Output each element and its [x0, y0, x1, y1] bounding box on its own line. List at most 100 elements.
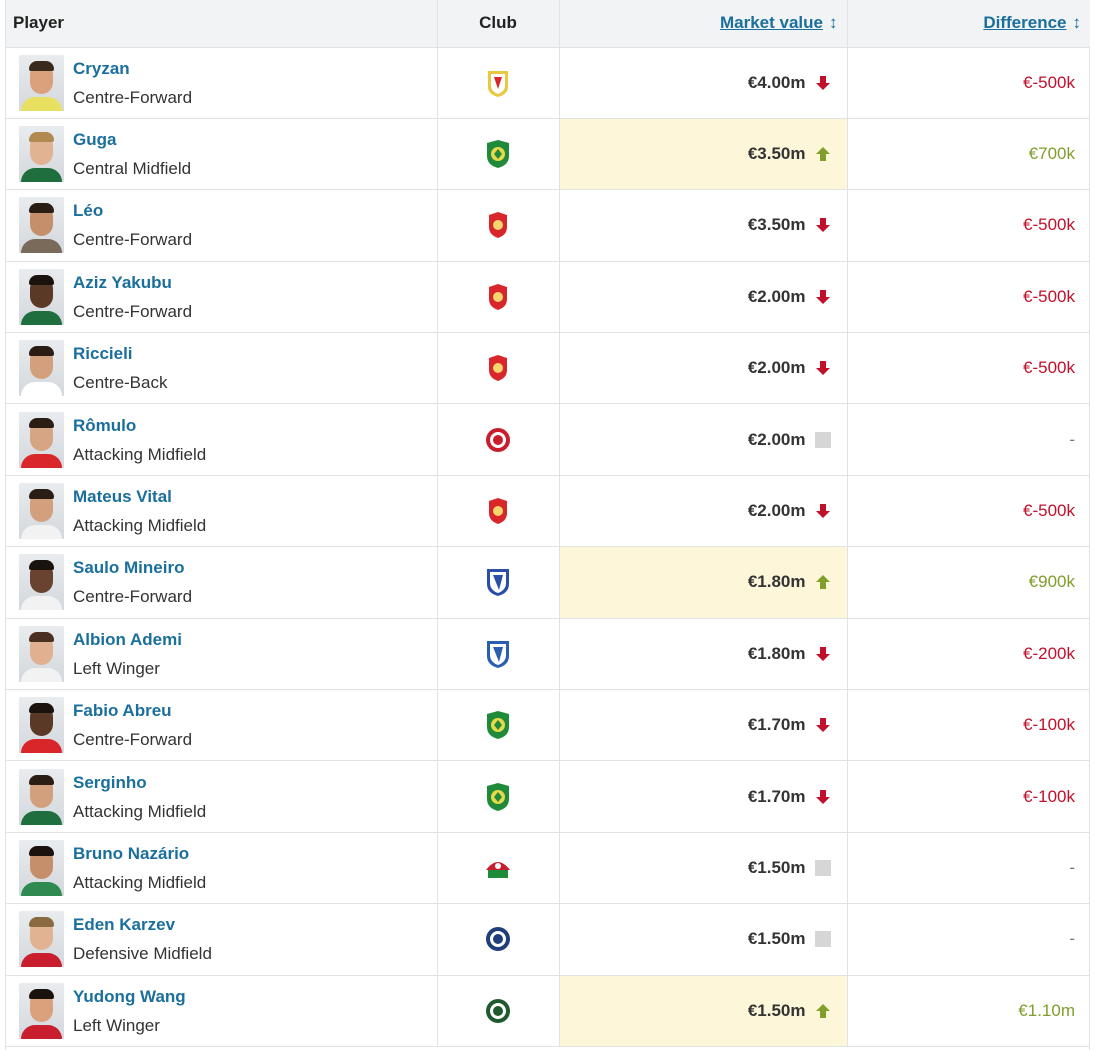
club-header-label: Club: [479, 13, 517, 33]
player-photo[interactable]: [19, 268, 64, 325]
player-photo[interactable]: [19, 126, 64, 183]
player-photo[interactable]: [19, 554, 64, 611]
difference-cell: €900k: [847, 546, 1090, 619]
market-value-cell: €2.00m: [559, 261, 848, 334]
market-value: €1.70m: [747, 715, 806, 735]
guoan-crest-icon[interactable]: [484, 709, 512, 741]
player-name-link[interactable]: Eden Karzev: [73, 915, 176, 935]
player-cell: Mateus Vital Attacking Midfield: [6, 475, 438, 548]
player-name-link[interactable]: Saulo Mineiro: [73, 558, 185, 578]
difference-cell: €-500k: [847, 47, 1090, 119]
port-crest-icon[interactable]: [484, 209, 512, 241]
player-name-link[interactable]: Fabio Abreu: [73, 701, 172, 721]
market-value-cell: €2.00m: [559, 332, 848, 405]
player-position: Central Midfield: [73, 159, 192, 179]
market-value-cell: €1.50m: [559, 832, 848, 905]
player-name-link[interactable]: Mateus Vital: [73, 487, 172, 507]
difference-sort-link[interactable]: Difference: [983, 13, 1067, 33]
player-position: Centre-Forward: [73, 587, 193, 607]
difference-value: €-500k: [1023, 358, 1075, 378]
difference-value: €700k: [1028, 144, 1075, 164]
dalian-crest-icon[interactable]: [484, 923, 512, 955]
player-cell: Léo Centre-Forward: [6, 189, 438, 262]
chengdu-crest-icon[interactable]: [484, 424, 512, 456]
player-position: Centre-Forward: [73, 87, 193, 107]
sort-arrows-icon[interactable]: ↕: [1072, 13, 1082, 33]
player-photo[interactable]: [19, 768, 64, 825]
difference-value: €900k: [1028, 572, 1075, 592]
market-value-cell: €2.00m: [559, 403, 848, 476]
player-photo[interactable]: [19, 625, 64, 682]
market-value: €1.80m: [747, 643, 806, 663]
player-name-link[interactable]: Léo: [73, 201, 104, 221]
market-value: €2.00m: [747, 286, 806, 306]
meizhou-crest-icon[interactable]: [484, 281, 512, 313]
henan-crest-icon[interactable]: [484, 852, 512, 884]
player-position: Attacking Midfield: [73, 516, 207, 536]
table-row: Guga Central Midfield €3.50m €700k: [6, 118, 1090, 191]
table-row: Saulo Mineiro Centre-Forward €1.80m €900k: [6, 546, 1090, 619]
player-photo[interactable]: [19, 411, 64, 468]
qingdao-crest-icon[interactable]: [484, 638, 512, 670]
table-row: Aziz Yakubu Centre-Forward €2.00m €-500k: [6, 261, 1090, 334]
player-name-link[interactable]: Guga: [73, 130, 117, 150]
sort-arrows-icon[interactable]: ↕: [829, 13, 838, 33]
zhejiang-crest-icon[interactable]: [484, 995, 512, 1027]
player-photo[interactable]: [19, 483, 64, 540]
market-value-cell: €1.50m: [559, 903, 848, 976]
table-row: Serginho Attacking Midfield €1.70m €-100k: [6, 760, 1090, 833]
club-cell: [437, 689, 560, 762]
difference-cell: €-500k: [847, 261, 1090, 334]
player-name-link[interactable]: Rômulo: [73, 415, 137, 435]
player-position: Centre-Back: [73, 373, 168, 393]
changchun-crest-icon[interactable]: [484, 67, 512, 99]
table-row: Rômulo Attacking Midfield €2.00m -: [6, 403, 1090, 476]
club-cell: [437, 261, 560, 334]
player-name-link[interactable]: Serginho: [73, 772, 147, 792]
table-header-row: Player Club Market value ↕ Difference ↕: [6, 0, 1090, 48]
market-value-cell: €3.50m: [559, 189, 848, 262]
port-crest-icon[interactable]: [484, 495, 512, 527]
difference-column-header[interactable]: Difference ↕: [847, 0, 1090, 48]
player-name-link[interactable]: Albion Ademi: [73, 629, 182, 649]
player-position: Centre-Forward: [73, 301, 193, 321]
guoan-crest-icon[interactable]: [484, 138, 512, 170]
market-value: €1.80m: [747, 572, 806, 592]
player-photo[interactable]: [19, 340, 64, 397]
player-name-link[interactable]: Yudong Wang: [73, 986, 186, 1006]
club-cell: [437, 47, 560, 119]
market-value-column-header[interactable]: Market value ↕: [559, 0, 848, 48]
table-row: Yudong Wang Left Winger €1.50m €1.10m: [6, 975, 1090, 1047]
player-cell: Albion Ademi Left Winger: [6, 618, 438, 691]
player-cell: Bruno Nazário Attacking Midfield: [6, 832, 438, 905]
market-value: €3.50m: [747, 144, 806, 164]
player-position: Centre-Forward: [73, 230, 193, 250]
player-name-link[interactable]: Bruno Nazário: [73, 843, 190, 863]
player-name-link[interactable]: Riccieli: [73, 344, 133, 364]
player-photo[interactable]: [19, 839, 64, 896]
player-photo[interactable]: [19, 982, 64, 1039]
club-cell: [437, 403, 560, 476]
market-value-cell: €1.80m: [559, 618, 848, 691]
difference-cell: €-200k: [847, 618, 1090, 691]
player-name-link[interactable]: Aziz Yakubu: [73, 272, 172, 292]
market-value-sort-link[interactable]: Market value: [720, 13, 823, 33]
player-photo[interactable]: [19, 911, 64, 968]
difference-cell: €-100k: [847, 689, 1090, 762]
shenhua-crest-icon[interactable]: [484, 566, 512, 598]
club-cell: [437, 475, 560, 548]
player-photo[interactable]: [19, 197, 64, 254]
player-photo[interactable]: [19, 697, 64, 754]
market-value-table-container: Player Club Market value ↕ Difference ↕ Cr…: [5, 0, 1090, 1050]
player-photo[interactable]: [19, 54, 64, 111]
meizhou-crest-icon[interactable]: [484, 352, 512, 384]
player-name-link[interactable]: Cryzan: [73, 58, 130, 78]
arrow-down-icon: [814, 74, 832, 92]
arrow-down-icon: [814, 216, 832, 234]
difference-cell: €-500k: [847, 332, 1090, 405]
arrow-down-icon: [814, 288, 832, 306]
difference-value: €-500k: [1023, 501, 1075, 521]
market-value: €3.50m: [747, 215, 806, 235]
guoan-crest-icon[interactable]: [484, 781, 512, 813]
market-value: €4.00m: [747, 72, 806, 92]
